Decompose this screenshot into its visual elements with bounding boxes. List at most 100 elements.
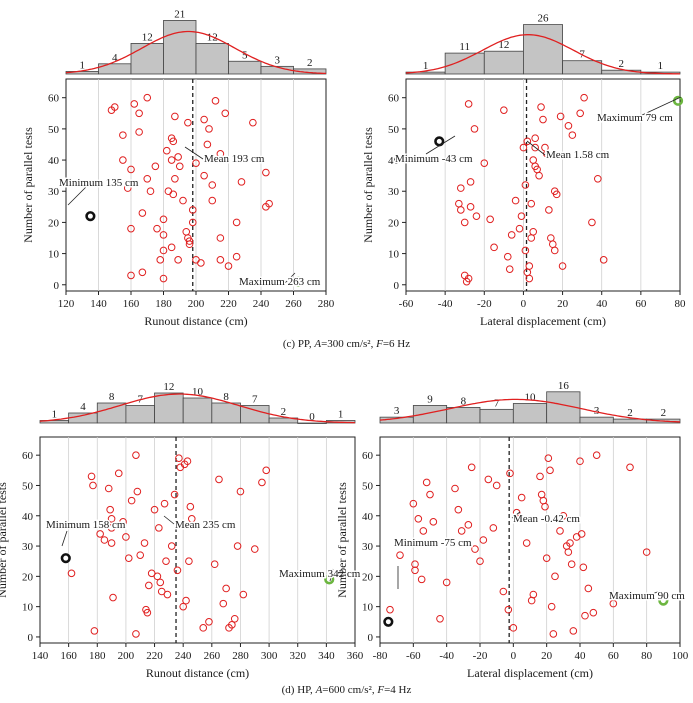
x-tick-label: 200 — [188, 298, 205, 310]
data-point — [124, 554, 133, 562]
x-tick-label: -60 — [406, 650, 421, 662]
maximum-leader-line — [281, 272, 296, 287]
histogram-bar — [444, 52, 485, 75]
data-point — [200, 171, 208, 180]
histogram: 3 9 8 7 10 16 3 2 2 — [379, 380, 681, 424]
y-axis-label: Number of parallel tests — [0, 482, 9, 598]
minimum-marker — [434, 136, 445, 147]
data-point — [457, 527, 466, 535]
data-point — [581, 611, 589, 620]
data-point — [236, 487, 245, 496]
data-point — [471, 545, 479, 553]
x-tick-label: 80 — [641, 650, 653, 662]
data-point — [515, 224, 524, 233]
caption-d-f-var: F — [377, 684, 385, 696]
scatter-area: -80 -60 -40 -20 0 20 40 60 80 100 0 10 20 30 40 50 60 — [362, 436, 689, 662]
mean-leader-line — [526, 140, 546, 156]
mean-leader-line — [163, 515, 175, 525]
y-tick-label: 50 — [22, 480, 34, 492]
x-tick-label: 160 — [60, 650, 77, 662]
y-tick-label: 20 — [48, 217, 60, 229]
data-point — [505, 265, 514, 273]
data-point — [609, 599, 618, 608]
data-point — [566, 539, 574, 547]
mean-annotation: Mean 1.58 cm — [546, 149, 610, 161]
maximum-marker — [672, 95, 684, 106]
data-point — [104, 484, 113, 493]
histogram-count-label: 3 — [594, 405, 600, 417]
data-point — [179, 602, 187, 611]
data-point — [169, 137, 178, 146]
data-point — [216, 234, 225, 242]
maximum-leader-line — [643, 590, 661, 598]
x-tick-label: 60 — [635, 298, 647, 310]
data-point — [517, 212, 526, 220]
data-point — [504, 605, 513, 614]
data-point — [122, 533, 130, 541]
data-point — [454, 505, 463, 514]
histogram-count-label: 8 — [223, 391, 229, 403]
data-point — [552, 190, 561, 199]
data-point — [174, 256, 182, 264]
data-point — [525, 262, 534, 270]
y-tick-label: 50 — [388, 124, 400, 136]
data-point — [558, 262, 567, 270]
x-tick-label: 40 — [575, 650, 587, 662]
data-point — [541, 502, 549, 511]
data-point — [457, 206, 465, 214]
data-point — [550, 246, 559, 255]
data-point — [551, 572, 559, 581]
data-point — [167, 156, 176, 164]
data-point — [239, 590, 248, 599]
minimum-annotation: Minimum -43 cm — [395, 153, 473, 165]
data-point — [464, 100, 473, 108]
data-point — [411, 566, 419, 575]
data-point — [127, 271, 135, 280]
data-point — [123, 184, 132, 192]
data-point — [232, 218, 241, 227]
scatter-area: 120 140 160 180 200 220 240 260 280 0 10 20 30 40 50 60 — [48, 78, 335, 310]
histogram-count-label: 4 — [80, 401, 86, 413]
histogram-count-label: 12 — [498, 39, 509, 51]
data-point — [151, 162, 160, 171]
data-point — [119, 518, 127, 526]
data-point — [490, 243, 498, 252]
data-point — [107, 524, 116, 532]
data-point — [233, 542, 242, 550]
histogram-bar — [523, 24, 563, 75]
y-tick-label: 20 — [388, 217, 400, 229]
x-tick-label: 260 — [204, 650, 221, 662]
data-point — [429, 518, 438, 526]
data-point — [147, 569, 156, 578]
data-points — [386, 451, 668, 638]
data-point — [492, 481, 501, 490]
y-tick-label: 30 — [48, 186, 60, 198]
data-point — [135, 109, 143, 118]
data-point — [179, 196, 187, 205]
data-point — [205, 125, 213, 133]
minimum-leader-line — [67, 182, 91, 206]
data-point — [249, 118, 257, 127]
data-point — [457, 184, 465, 192]
histogram-count-label: 4 — [112, 52, 118, 64]
data-point — [422, 478, 431, 487]
maximum-marker — [324, 574, 335, 585]
data-point — [96, 530, 104, 538]
data-point — [489, 524, 498, 532]
x-tick-label: 20 — [557, 298, 569, 310]
data-point — [537, 103, 545, 111]
data-point — [174, 153, 182, 161]
data-point — [224, 262, 233, 270]
x-tick-label: 320 — [289, 650, 306, 662]
histogram-count-label: 7 — [252, 394, 258, 406]
histogram: 148 712 10 8 72 0 1 — [39, 381, 356, 424]
histogram-count-label: 3 — [275, 54, 281, 66]
data-point — [577, 530, 586, 538]
data-point — [109, 593, 117, 602]
histogram-count-label: 1 — [658, 60, 664, 72]
data-point — [159, 274, 168, 283]
data-points — [67, 451, 334, 638]
data-point — [87, 472, 96, 481]
histogram-bar — [163, 20, 197, 75]
